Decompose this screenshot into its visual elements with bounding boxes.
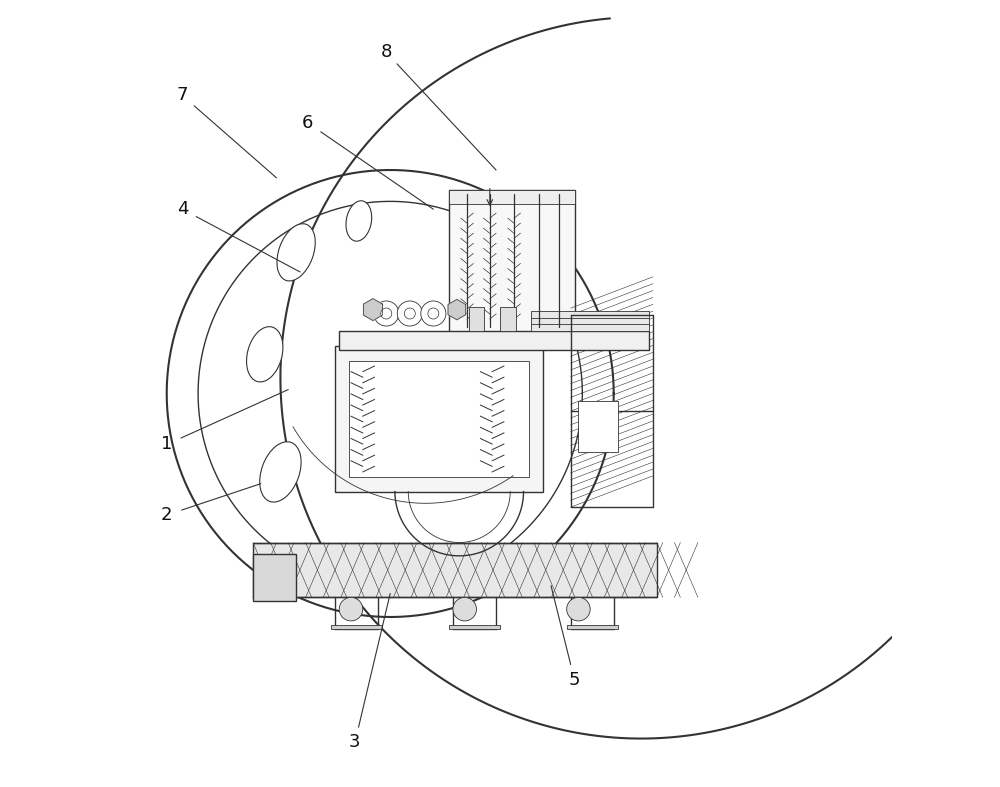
Bar: [253, 554, 296, 601]
Bar: [253, 542, 657, 597]
Ellipse shape: [346, 201, 372, 241]
Polygon shape: [448, 299, 466, 320]
Circle shape: [421, 301, 446, 326]
Text: 6: 6: [302, 114, 314, 132]
Bar: [449, 190, 575, 204]
Ellipse shape: [260, 442, 301, 502]
Circle shape: [404, 308, 415, 319]
Text: 7: 7: [177, 87, 188, 105]
Bar: [567, 625, 618, 629]
Circle shape: [397, 301, 422, 326]
Bar: [469, 307, 484, 331]
Text: 1: 1: [161, 435, 172, 453]
Ellipse shape: [277, 224, 315, 281]
Bar: [349, 360, 529, 478]
Text: 3: 3: [349, 733, 361, 752]
Bar: [578, 401, 618, 453]
Bar: [331, 625, 382, 629]
Bar: [500, 307, 516, 331]
Circle shape: [453, 597, 476, 621]
Circle shape: [381, 308, 392, 319]
Bar: [531, 311, 649, 331]
Bar: [339, 331, 649, 350]
Circle shape: [339, 597, 363, 621]
Text: 2: 2: [161, 506, 172, 524]
Polygon shape: [363, 298, 382, 320]
Bar: [335, 346, 543, 492]
Text: 4: 4: [177, 200, 188, 218]
Circle shape: [374, 301, 399, 326]
Ellipse shape: [247, 327, 283, 382]
Text: 8: 8: [381, 43, 392, 61]
Circle shape: [567, 597, 590, 621]
Circle shape: [428, 308, 439, 319]
Bar: [449, 190, 575, 334]
Bar: [449, 625, 500, 629]
Text: 5: 5: [569, 671, 580, 689]
